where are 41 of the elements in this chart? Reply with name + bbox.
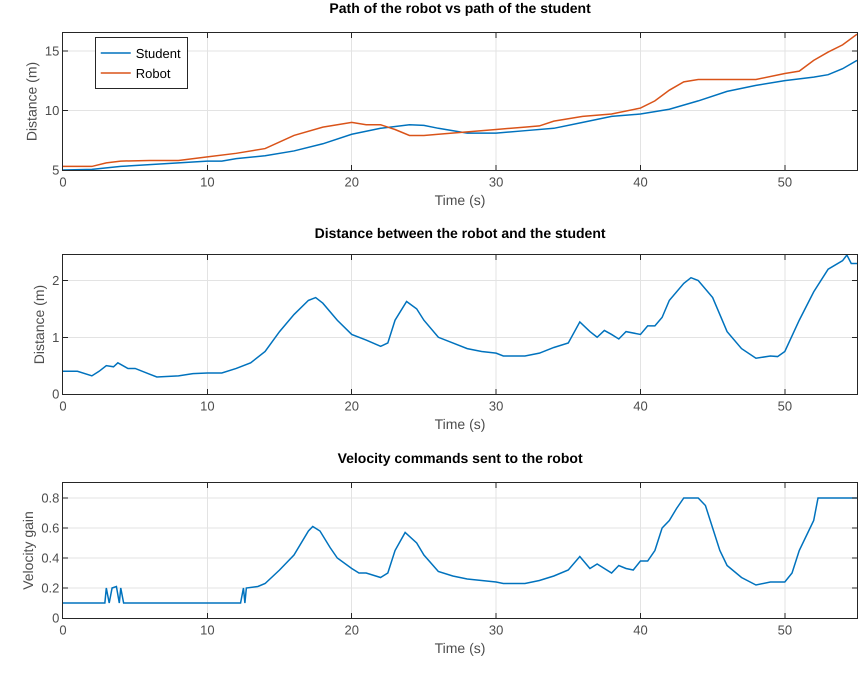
x-tick-label: 50 [778, 398, 792, 414]
y-tick-label: 0 [52, 610, 60, 626]
x-tick-label: 20 [344, 622, 359, 638]
x-tick-label: 20 [344, 398, 359, 414]
x-tick-label: 40 [633, 622, 648, 638]
x-tick-label: 40 [633, 398, 648, 414]
y-axis-title: Distance (m) [30, 284, 47, 364]
x-tick-label: 30 [488, 622, 504, 638]
y-axis-title: Velocity gain [20, 511, 36, 590]
y-tick-label: 15 [44, 43, 60, 58]
x-tick-label: 10 [200, 398, 215, 414]
line-series [63, 497, 857, 604]
y-tick-label: 1 [52, 330, 60, 345]
x-axis-title: Time (s) [434, 416, 486, 432]
x-axis-title: Time (s) [434, 640, 486, 656]
x-tick-label: 10 [200, 622, 215, 638]
chart-title: Path of the robot vs path of the student [329, 0, 592, 16]
x-tick-label: 30 [488, 174, 504, 190]
y-tick-label: 0.6 [41, 520, 60, 536]
y-tick-label: 0.4 [41, 550, 60, 566]
y-axis-title: Distance (m) [24, 62, 40, 142]
y-tick-label: 2 [52, 273, 60, 288]
y-tick-label: 0.2 [41, 580, 60, 596]
line-series [63, 60, 857, 170]
x-tick-label: 50 [778, 622, 792, 638]
line-series [63, 255, 857, 378]
y-tick-label: 5 [52, 162, 60, 178]
line-series [63, 33, 857, 168]
x-tick-label: 50 [778, 174, 792, 190]
legend-label: Student [136, 46, 181, 62]
y-tick-label: 10 [44, 102, 60, 118]
x-axis-title: Time (s) [434, 192, 486, 208]
chart-title: Distance between the robot and the student [314, 224, 606, 241]
legend-label: Robot [136, 66, 171, 82]
x-tick-label: 30 [488, 398, 504, 414]
x-tick-label: 40 [633, 174, 648, 190]
x-tick-label: 20 [344, 174, 359, 190]
x-tick-label: 10 [200, 174, 215, 190]
y-tick-label: 0.8 [41, 490, 60, 506]
y-tick-label: 0 [52, 386, 60, 402]
chart-title: Velocity commands sent to the robot [338, 450, 583, 466]
